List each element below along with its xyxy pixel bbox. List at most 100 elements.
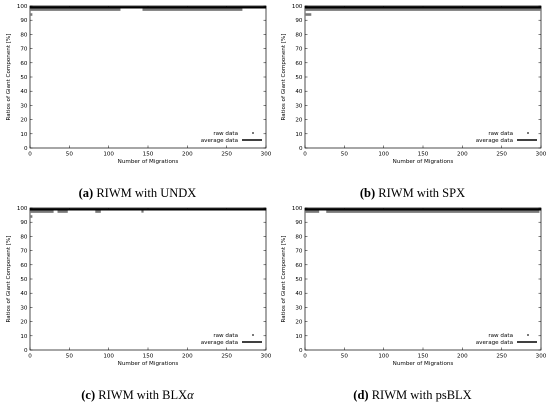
y-tick-label: 60 <box>295 61 303 67</box>
x-tick-label: 150 <box>143 152 154 158</box>
y-tick-label: 0 <box>299 348 303 354</box>
y-tick-label: 50 <box>295 75 303 81</box>
y-tick-label: 90 <box>20 18 28 24</box>
x-axis-label: Number of Migrations <box>393 361 454 367</box>
x-tick-label: 250 <box>496 354 507 360</box>
y-tick-label: 40 <box>20 89 28 95</box>
legend-label-average: average data <box>476 340 513 346</box>
legend-label-average: average data <box>201 340 238 346</box>
y-tick-label: 0 <box>24 146 28 152</box>
y-tick-label: 60 <box>20 263 28 269</box>
chart-svg: 0 10 20 30 40 50 60 70 80 90 100 0 50 100 150 200 250 300… <box>6 4 272 165</box>
y-axis-label: Ratios of Giant Component [%] <box>281 34 287 121</box>
caption-text: RIWM with SPX <box>378 186 466 200</box>
chart-panel-c: 0 10 20 30 40 50 60 70 80 90 100 0 50 100 150 200 250 300… <box>0 202 275 409</box>
chart-svg: 0 10 20 30 40 50 60 70 80 90 100 0 50 100 150 200 250 300… <box>6 206 272 367</box>
chart-panel-d: 0 10 20 30 40 50 60 70 80 90 100 0 50 100 150 200 250 300… <box>275 202 550 409</box>
y-tick-label: 70 <box>295 47 303 53</box>
x-tick-label: 150 <box>418 354 429 360</box>
y-tick-label: 50 <box>20 75 28 81</box>
legend-label-raw: raw data <box>488 131 513 137</box>
caption-c: (c) RIWM with BLXα <box>0 388 275 403</box>
y-tick-label: 100 <box>292 206 303 212</box>
x-tick-label: 300 <box>261 152 272 158</box>
x-axis-label: Number of Migrations <box>393 159 454 165</box>
x-tick-label: 200 <box>182 354 193 360</box>
caption-text: RIWM with BLX <box>98 388 188 402</box>
y-tick-label: 80 <box>295 234 303 240</box>
y-tick-label: 0 <box>24 348 28 354</box>
caption-letter: (c) <box>81 388 96 402</box>
x-tick-label: 250 <box>221 152 232 158</box>
y-tick-label: 20 <box>295 118 303 124</box>
chart-panel-a: 0 10 20 30 40 50 60 70 80 90 100 0 50 100 150 200 250 300… <box>0 0 275 207</box>
y-tick-label: 30 <box>20 305 28 311</box>
y-tick-label: 70 <box>20 249 28 255</box>
raw-data-point <box>141 210 144 213</box>
caption-letter: (a) <box>78 186 94 200</box>
x-tick-label: 300 <box>536 354 547 360</box>
y-tick-label: 10 <box>295 334 303 340</box>
plot-frame <box>304 207 542 351</box>
y-tick-label: 10 <box>295 132 303 138</box>
y-tick-label: 40 <box>20 291 28 297</box>
x-tick-label: 100 <box>378 152 389 158</box>
y-tick-label: 100 <box>17 206 28 212</box>
x-tick-label: 150 <box>143 354 154 360</box>
y-tick-label: 10 <box>20 334 28 340</box>
x-axis-label: Number of Migrations <box>118 361 179 367</box>
chart-svg: 0 10 20 30 40 50 60 70 80 90 100 0 50 100 150 200 250 300… <box>281 206 547 367</box>
x-tick-label: 250 <box>496 152 507 158</box>
x-tick-label: 100 <box>378 354 389 360</box>
y-tick-label: 60 <box>295 263 303 269</box>
legend-marker-raw <box>252 334 254 336</box>
legend-marker-raw <box>252 132 254 134</box>
caption-text: RIWM with UNDX <box>96 186 197 200</box>
y-tick-label: 70 <box>20 47 28 53</box>
y-tick-label: 80 <box>20 234 28 240</box>
caption-symbol: α <box>187 388 194 402</box>
legend-label-raw: raw data <box>488 333 513 339</box>
chart-panel-b: 0 10 20 30 40 50 60 70 80 90 100 0 50 100 150 200 250 300… <box>275 0 550 207</box>
plot-frame <box>29 5 267 149</box>
chart-svg: 0 10 20 30 40 50 60 70 80 90 100 0 50 100 150 200 250 300… <box>281 4 547 165</box>
y-axis-label: Ratios of Giant Component [%] <box>6 236 12 323</box>
y-tick-label: 70 <box>295 249 303 255</box>
x-tick-label: 200 <box>182 152 193 158</box>
caption-letter: (d) <box>353 388 369 402</box>
x-tick-label: 0 <box>28 354 32 360</box>
y-tick-label: 0 <box>299 146 303 152</box>
x-tick-label: 50 <box>341 152 349 158</box>
x-tick-label: 300 <box>261 354 272 360</box>
caption-b: (b) RIWM with SPX <box>275 186 550 201</box>
x-tick-label: 0 <box>28 152 32 158</box>
y-tick-label: 90 <box>295 220 303 226</box>
y-tick-label: 50 <box>295 277 303 283</box>
legend-label-raw: raw data <box>213 333 238 339</box>
caption-text: RIWM with psBLX <box>371 388 472 402</box>
x-tick-label: 200 <box>457 152 468 158</box>
x-tick-label: 50 <box>341 354 349 360</box>
plot-frame <box>304 5 542 149</box>
x-tick-label: 0 <box>303 152 307 158</box>
y-axis-label: Ratios of Giant Component [%] <box>281 236 287 323</box>
legend-label-raw: raw data <box>213 131 238 137</box>
y-tick-label: 20 <box>20 320 28 326</box>
caption-letter: (b) <box>359 186 376 200</box>
x-tick-label: 200 <box>457 354 468 360</box>
x-tick-label: 300 <box>536 152 547 158</box>
y-tick-label: 30 <box>20 103 28 109</box>
x-tick-label: 100 <box>103 354 114 360</box>
legend-label-average: average data <box>201 138 238 144</box>
x-tick-label: 250 <box>221 354 232 360</box>
y-tick-label: 20 <box>20 118 28 124</box>
y-tick-label: 90 <box>20 220 28 226</box>
x-tick-label: 100 <box>103 152 114 158</box>
y-tick-label: 30 <box>295 305 303 311</box>
y-tick-label: 100 <box>292 4 303 10</box>
y-tick-label: 50 <box>20 277 28 283</box>
x-axis-label: Number of Migrations <box>118 159 179 165</box>
y-axis-label: Ratios of Giant Component [%] <box>6 34 12 121</box>
y-tick-label: 40 <box>295 89 303 95</box>
y-tick-label: 20 <box>295 320 303 326</box>
